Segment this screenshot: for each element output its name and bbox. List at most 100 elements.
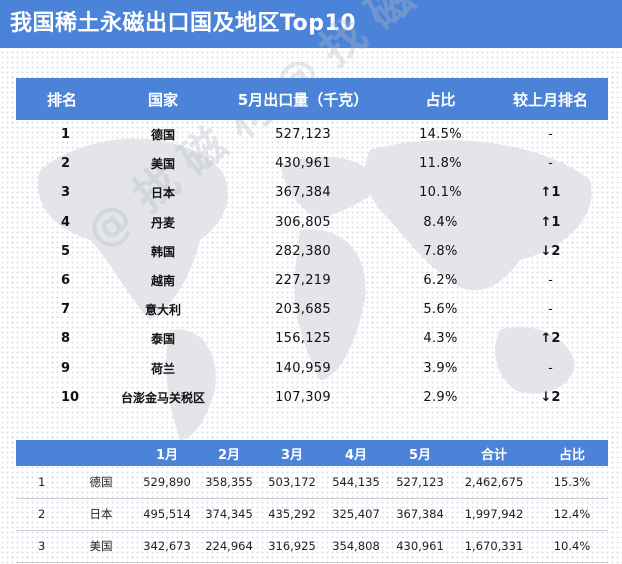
page-title: 我国稀土永磁出口国及地区Top10 [0,0,622,48]
country-cell: 意大利 [144,303,181,318]
share-cell: 10.1% [419,185,462,201]
monthly-header-row: 1月 2月 3月 4月 5月 合计 占比 [16,440,608,466]
rank-cell: 8 [61,331,71,347]
volume-cell: 282,380 [275,243,331,259]
country-cell: 美国 [66,530,136,563]
country-cell: 台澎金马关税区 [120,390,205,405]
top10-header-row: 排名 国家 5月出口量（千克） 占比 较上月排名 [16,78,608,120]
change-cell: ↓2 [540,389,561,405]
total-cell: 2,462,675 [452,466,536,499]
share-cell: 12.4% [536,498,608,531]
table-row: 6 越南 227,219 6.2% - [16,266,608,295]
table-row: 4 丹麦 306,805 8.4% ↑1 [16,208,608,237]
country-cell: 德国 [150,128,175,143]
header-change: 较上月排名 [493,78,608,120]
header-share: 占比 [536,440,608,466]
rank-cell: 3 [16,530,66,563]
country-cell: 越南 [150,274,175,289]
table-row: 7 意大利 203,685 5.6% - [16,295,608,324]
rank-cell: 2 [16,498,66,531]
header-blank-2 [66,440,136,466]
volume-cell: 140,959 [275,360,331,376]
share-cell: 11.8% [419,156,462,172]
header-volume: 5月出口量（千克） [218,78,388,120]
m4-cell: 544,135 [324,466,388,499]
share-cell: 15.3% [536,466,608,499]
top10-table: 排名 国家 5月出口量（千克） 占比 较上月排名 1 德国 527,123 14.5%… [16,78,608,412]
change-cell: ↓2 [540,243,561,259]
header-share: 占比 [388,78,493,120]
country-cell: 丹麦 [150,215,175,230]
share-cell: 2.9% [423,389,458,405]
change-cell: - [548,273,553,289]
rank-cell: 2 [61,156,71,172]
rank-cell: 1 [61,127,71,143]
m1-cell: 342,673 [136,530,198,563]
rank-cell: 6 [61,273,71,289]
header-total: 合计 [452,440,536,466]
header-blank-1 [16,440,66,466]
m3-cell: 435,292 [260,498,324,531]
m5-cell: 430,961 [388,530,452,563]
rank-cell: 1 [16,466,66,499]
change-cell: ↑1 [540,185,561,201]
volume-cell: 367,384 [275,185,331,201]
country-cell: 日本 [66,498,136,531]
header-rank: 排名 [16,78,108,120]
table-row: 10 台澎金马关税区 107,309 2.9% ↓2 [16,383,608,412]
share-cell: 14.5% [419,127,462,143]
header-country: 国家 [108,78,218,120]
total-cell: 1,670,331 [452,530,536,563]
volume-cell: 203,685 [275,302,331,318]
rank-cell: 4 [61,214,71,230]
country-cell: 日本 [150,186,175,201]
change-cell: - [548,360,553,376]
country-cell: 泰国 [150,332,175,347]
m3-cell: 316,925 [260,530,324,563]
m5-cell: 527,123 [388,466,452,499]
m2-cell: 224,964 [198,530,260,563]
header-apr: 4月 [324,440,388,466]
country-cell: 美国 [150,157,175,172]
m4-cell: 325,407 [324,498,388,531]
monthly-table: 1月 2月 3月 4月 5月 合计 占比 1 德国 529,890 358,355 50… [16,440,608,563]
volume-cell: 306,805 [275,214,331,230]
volume-cell: 227,219 [275,273,331,289]
rank-cell: 10 [61,389,80,405]
volume-cell: 527,123 [275,127,331,143]
rank-cell: 5 [61,243,71,259]
m2-cell: 358,355 [198,466,260,499]
country-cell: 韩国 [150,244,175,259]
country-cell: 荷兰 [150,361,175,376]
m4-cell: 354,808 [324,530,388,563]
table-row: 1 德国 529,890 358,355 503,172 544,135 527,123 2,… [16,466,608,499]
table-row: 9 荷兰 140,959 3.9% - [16,354,608,383]
volume-cell: 430,961 [275,156,331,172]
share-cell: 3.9% [423,360,458,376]
header-feb: 2月 [198,440,260,466]
m1-cell: 495,514 [136,498,198,531]
m1-cell: 529,890 [136,466,198,499]
change-cell: - [548,156,553,172]
header-may: 5月 [388,440,452,466]
rank-cell: 3 [61,185,71,201]
m5-cell: 367,384 [388,498,452,531]
share-cell: 8.4% [423,214,458,230]
table-row: 3 日本 367,384 10.1% ↑1 [16,178,608,207]
m2-cell: 374,345 [198,498,260,531]
share-cell: 4.3% [423,331,458,347]
share-cell: 5.6% [423,302,458,318]
share-cell: 6.2% [423,273,458,289]
header-jan: 1月 [136,440,198,466]
change-cell: - [548,127,553,143]
rank-cell: 7 [61,302,71,318]
table-row: 1 德国 527,123 14.5% - [16,120,608,149]
m3-cell: 503,172 [260,466,324,499]
header-mar: 3月 [260,440,324,466]
table-row: 5 韩国 282,380 7.8% ↓2 [16,237,608,266]
change-cell: ↑1 [540,214,561,230]
change-cell: - [548,302,553,318]
table-row: 8 泰国 156,125 4.3% ↑2 [16,324,608,353]
table-row: 2 日本 495,514 374,345 435,292 325,407 367,384 1,… [16,498,608,531]
volume-cell: 156,125 [275,331,331,347]
